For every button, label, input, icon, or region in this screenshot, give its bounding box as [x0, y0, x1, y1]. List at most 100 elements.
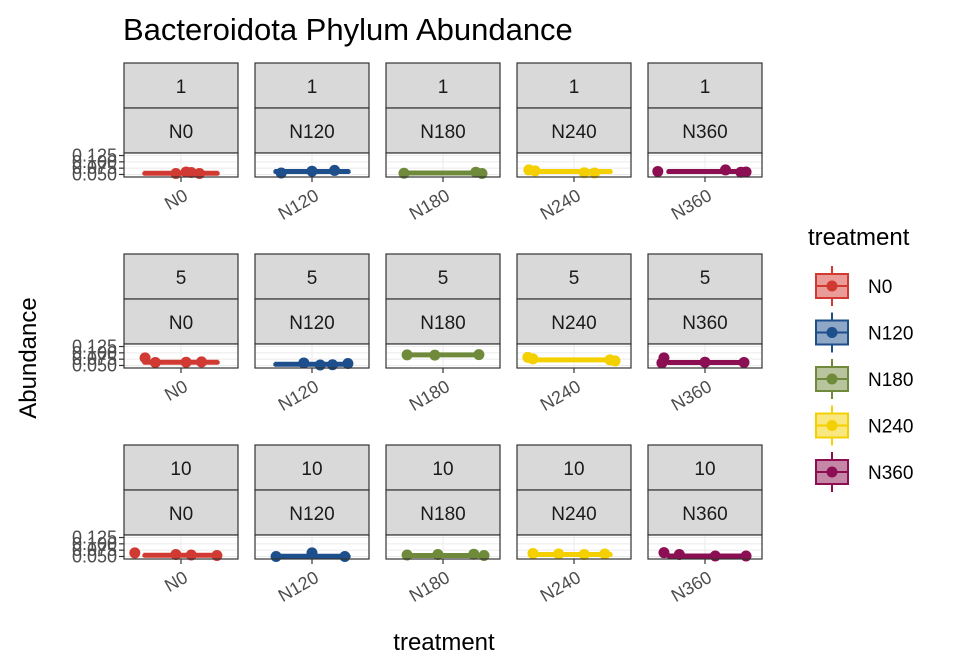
- data-point-N0: [193, 167, 205, 179]
- data-point-N240: [609, 355, 621, 367]
- facet-strip-row: [647, 62, 763, 109]
- facet-strip-label: N120: [289, 122, 334, 143]
- data-point-N360: [673, 548, 685, 560]
- legend-key-point: [826, 280, 838, 292]
- x-tick-label: N120: [275, 185, 322, 224]
- facet-strip-label: N360: [682, 313, 727, 334]
- x-tick-label: N0: [161, 567, 191, 596]
- x-tick-label: N180: [406, 567, 453, 606]
- facet-strip-label: 10: [694, 459, 715, 480]
- y-tick-label: 0.075: [72, 158, 117, 178]
- data-point-N180: [478, 549, 490, 561]
- data-point-N360: [652, 165, 664, 177]
- data-point-N120: [275, 167, 287, 179]
- x-tick-label: N240: [537, 376, 584, 415]
- facet-panel-5-N180: 5 N180 N180: [385, 253, 501, 415]
- facet-strip-label: 10: [563, 459, 584, 480]
- y-tick-label: 0.075: [72, 540, 117, 560]
- x-tick-label: N0: [161, 185, 191, 214]
- data-point-N240: [527, 547, 539, 559]
- legend-label: N180: [868, 370, 913, 391]
- data-point-N360: [740, 166, 752, 178]
- facet-strip-label: N120: [289, 504, 334, 525]
- y-tick-label: 0.125: [72, 146, 117, 166]
- data-point-N0: [170, 548, 182, 560]
- x-tick-label: N360: [668, 376, 715, 415]
- facet-panel-1-N120: 1 N120 N120: [254, 62, 370, 224]
- facet-panel-1-N180: 1 N180 N180: [385, 62, 501, 224]
- facet-strip-treatment: [516, 107, 632, 154]
- data-point-N0: [139, 352, 151, 364]
- data-point-N120: [306, 547, 318, 559]
- legend-item-N360: N360: [815, 452, 913, 492]
- facet-strip-treatment: [385, 107, 501, 154]
- data-point-N0: [129, 547, 141, 559]
- facet-strip-row: [516, 253, 632, 300]
- data-point-N240: [527, 353, 539, 365]
- data-point-N360: [740, 550, 752, 562]
- facet-strip-label: 1: [700, 77, 711, 98]
- legend-item-N180: N180: [815, 359, 913, 399]
- facet-strip-label: N240: [551, 122, 596, 143]
- x-axis-title: treatment: [393, 629, 495, 656]
- x-tick-label: N180: [406, 376, 453, 415]
- facet-strip-label: N180: [420, 504, 465, 525]
- facet-strip-label: N360: [682, 122, 727, 143]
- facet-panel-10-N240: 10 N240 N240: [516, 444, 632, 606]
- facet-panel-1-N240: 1 N240 N240: [516, 62, 632, 224]
- data-point-N180: [398, 167, 410, 179]
- data-point-N0: [170, 167, 182, 179]
- facet-strip-label: N180: [420, 313, 465, 334]
- facet-panel-5-N0: 5 N0 N0: [123, 253, 239, 405]
- y-tick-label: 0.050: [72, 164, 117, 184]
- data-point-N240: [553, 548, 565, 560]
- facet-strip-label: N360: [682, 504, 727, 525]
- facet-strip-row: [123, 253, 239, 300]
- y-tick-label: 0.075: [72, 349, 117, 369]
- facet-strip-treatment: [254, 298, 370, 345]
- data-point-N180: [468, 548, 480, 560]
- data-point-N360: [699, 356, 711, 368]
- legend-item-N120: N120: [815, 312, 913, 353]
- facet-strip-label: 5: [176, 268, 187, 289]
- facet-strip-label: 1: [176, 77, 187, 98]
- legend-key-point: [826, 373, 838, 385]
- data-point-N120: [270, 550, 282, 562]
- facet-panels: 0.0500.0750.1000.1251N0N01N120N1201N180N…: [72, 62, 763, 606]
- data-point-N0: [211, 549, 223, 561]
- facet-strip-treatment: [123, 489, 239, 536]
- facet-strip-row: [516, 62, 632, 109]
- data-point-N180: [429, 349, 441, 361]
- facet-strip-label: N180: [420, 122, 465, 143]
- facet-strip-treatment: [647, 298, 763, 345]
- data-point-N360: [738, 356, 750, 368]
- x-tick-label: N120: [275, 567, 322, 606]
- y-tick-label: 0.050: [72, 546, 117, 566]
- x-tick-label: N0: [161, 376, 191, 405]
- data-point-N120: [329, 164, 341, 176]
- facet-strip-label: 1: [569, 77, 580, 98]
- x-tick-label: N240: [537, 567, 584, 606]
- x-tick-label: N360: [668, 567, 715, 606]
- data-point-N240: [589, 167, 601, 179]
- chart-title: Bacteroidota Phylum Abundance: [123, 12, 573, 47]
- legend-key-point: [826, 420, 838, 431]
- facet-strip-treatment: [647, 489, 763, 536]
- facet-panel-10-N120: 10 N120 N120: [254, 444, 370, 606]
- facet-panel-5-N120: 5 N120 N120: [254, 253, 370, 415]
- facet-panel-5-N360: 5 N360 N360: [647, 253, 763, 415]
- data-point-N0: [185, 549, 197, 561]
- legend-key-point: [826, 327, 838, 338]
- facet-strip-row: [647, 444, 763, 491]
- legend-label: N0: [868, 277, 892, 298]
- facet-strip-row: [254, 62, 370, 109]
- facet-strip-row: [123, 62, 239, 109]
- facet-strip-label: N0: [169, 313, 193, 334]
- y-tick-label: 0.125: [72, 337, 117, 357]
- facet-panel-10-N0: 10 N0 N0: [123, 444, 239, 596]
- x-tick-label: N120: [275, 376, 322, 415]
- data-point-N360: [656, 357, 668, 369]
- facet-strip-label: 10: [301, 459, 322, 480]
